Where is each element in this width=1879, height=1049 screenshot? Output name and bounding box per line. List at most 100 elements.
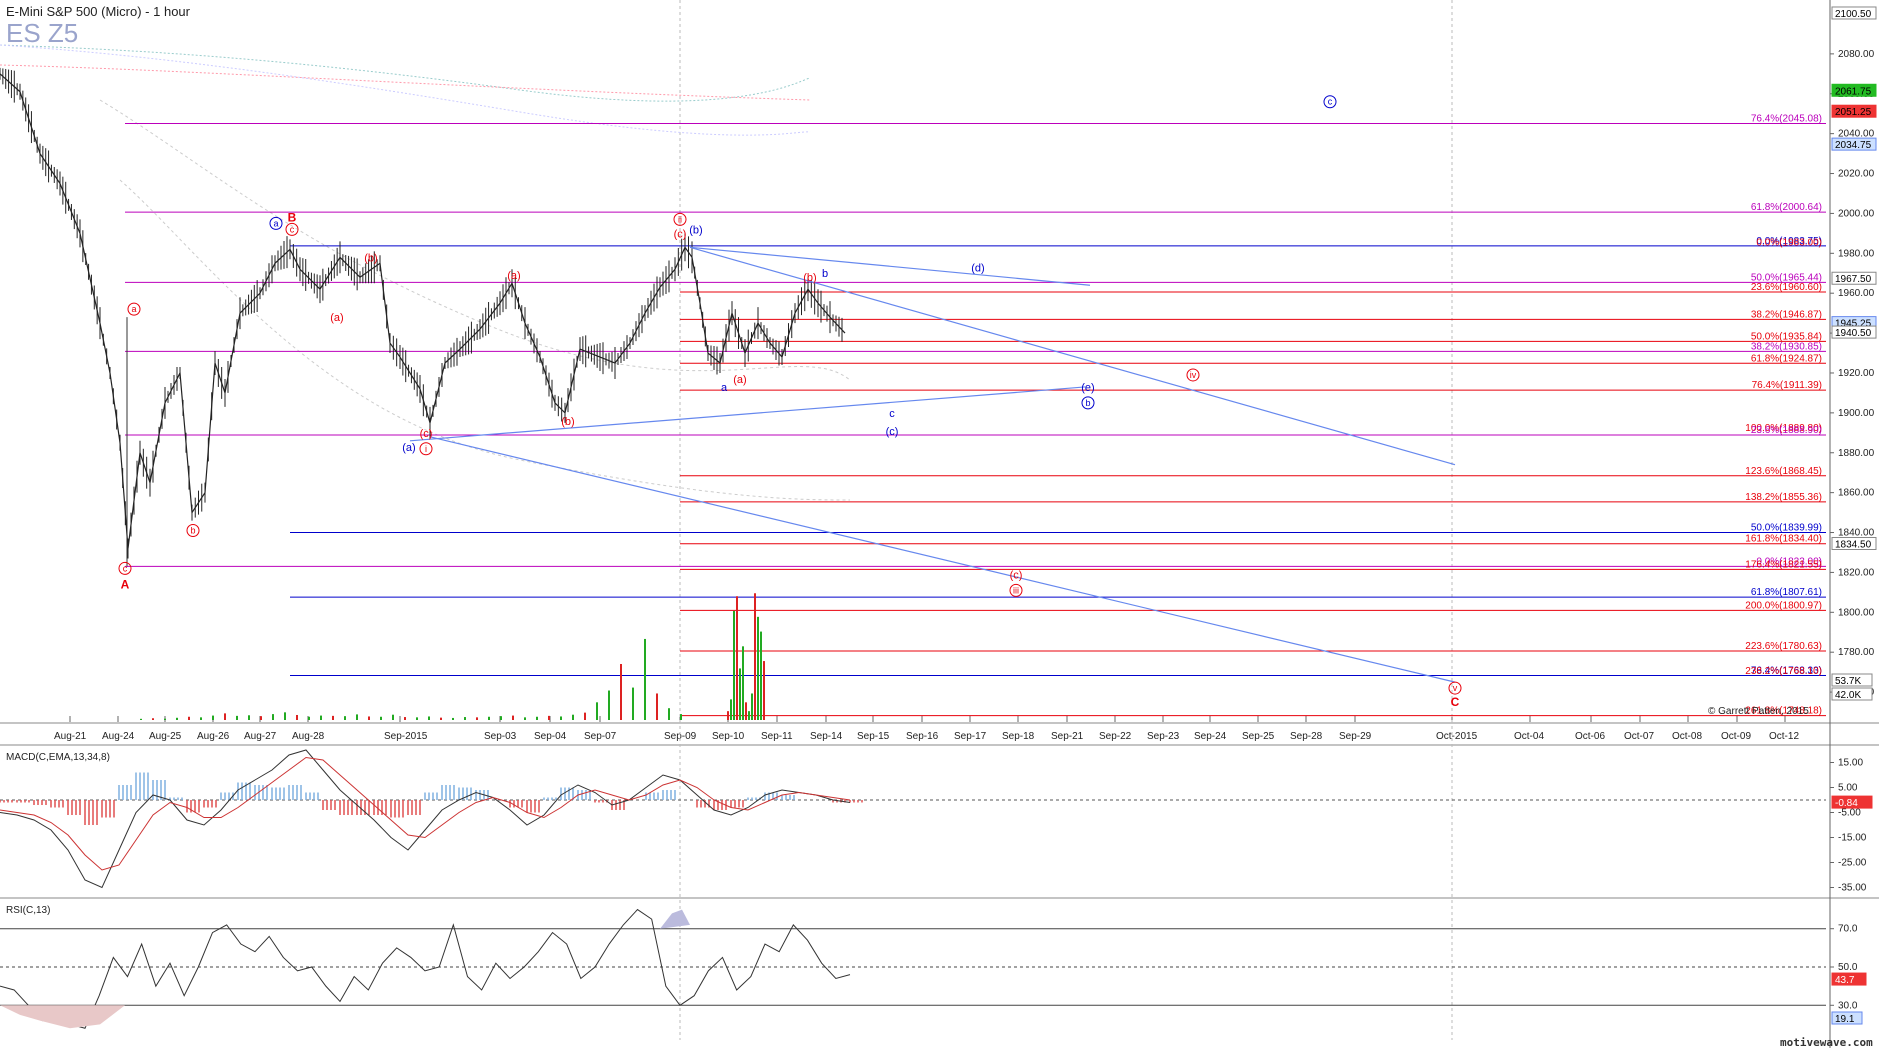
volume-bar <box>584 712 586 720</box>
fib-level-label: 23.6%(1888.90) <box>1751 425 1822 436</box>
fib-level-label: 61.8%(2000.64) <box>1751 202 1822 213</box>
wave-label: (b) <box>803 272 816 284</box>
moving-average-line <box>99 99 851 381</box>
x-tick-label: Sep-03 <box>484 731 517 742</box>
copyright-text: © Garrett Patten, 2015 <box>1708 706 1809 717</box>
wave-label: (c) <box>886 426 899 438</box>
moving-average-line <box>0 64 811 101</box>
x-tick-label: Oct-2015 <box>1436 731 1478 742</box>
fib-level-label: 138.2%(1855.36) <box>1745 492 1822 503</box>
volume-bar <box>440 717 442 720</box>
volume-bar <box>164 718 166 720</box>
volume-bar <box>536 716 538 720</box>
fib-level-label: 200.0%(1800.97) <box>1745 600 1822 611</box>
wave-label: v <box>1453 683 1458 693</box>
x-tick-label: Sep-04 <box>534 731 567 742</box>
x-tick-label: Sep-07 <box>584 731 617 742</box>
volume-bar <box>757 616 759 720</box>
rsi-tick-label: 70.0 <box>1838 924 1858 935</box>
volume-bar <box>748 711 750 720</box>
wave-label-circle <box>127 302 141 316</box>
wave-label-circle <box>269 216 283 230</box>
wave-label-circle <box>673 212 687 226</box>
price-flag <box>1831 271 1877 285</box>
volume-bar <box>236 715 238 720</box>
wave-label: (c) <box>674 228 687 240</box>
volume-bar <box>380 716 382 720</box>
x-tick-label: Sep-09 <box>664 731 697 742</box>
x-tick-label: Sep-18 <box>1002 731 1035 742</box>
volume-bar <box>727 711 729 720</box>
volume-flag <box>1831 687 1873 701</box>
price-flag-label: 1945.25 <box>1835 319 1872 330</box>
fib-level-label: 38.2%(1946.87) <box>1751 309 1822 320</box>
x-tick-label: Aug-21 <box>54 731 87 742</box>
y-tick-label: 1900.00 <box>1838 408 1875 419</box>
macd-tick-label: -25.00 <box>1838 858 1867 869</box>
volume-bar <box>733 610 735 720</box>
price-flag-label: 2100.50 <box>1835 9 1872 20</box>
wave-label-circle <box>1009 583 1023 597</box>
wave-label: a <box>131 304 136 314</box>
y-tick-label: 1920.00 <box>1838 368 1875 379</box>
wave-label: (a) <box>402 442 415 454</box>
fib-level-label: 50.0%(1935.84) <box>1751 331 1822 342</box>
rsi-tick-label: 30.0 <box>1838 1000 1858 1011</box>
wave-label-circle <box>186 524 200 538</box>
volume-bar <box>745 702 747 720</box>
wave-label: B <box>288 210 297 224</box>
x-tick-label: Sep-16 <box>906 731 939 742</box>
macd-series-line <box>0 749 851 889</box>
price-flag <box>1831 104 1877 118</box>
fib-level-label: 23.6%(1960.60) <box>1751 282 1822 293</box>
brand-logo: motivewave.com <box>1780 1036 1873 1049</box>
wave-label: a <box>721 382 728 394</box>
wave-label: (a) <box>330 312 343 324</box>
x-tick-label: Sep-23 <box>1147 731 1180 742</box>
volume-bar <box>644 638 646 720</box>
volume-flag-label: 42.0K <box>1835 690 1861 701</box>
wave-label: (b) <box>689 224 702 236</box>
moving-average-line <box>119 179 851 501</box>
volume-bar <box>248 715 250 720</box>
volume-bar <box>736 596 738 720</box>
volume-bar <box>656 693 658 720</box>
wave-label: b <box>1085 398 1090 408</box>
volume-bar <box>754 593 756 720</box>
price-flag-label: 1940.50 <box>1835 328 1872 339</box>
trend-line <box>409 386 1086 442</box>
volume-bar <box>760 631 762 720</box>
fib-level-label: 161.8%(1834.40) <box>1745 534 1822 545</box>
fib-level-label: 76.4%(1911.39) <box>1752 380 1822 391</box>
wave-label-circle <box>1081 396 1095 410</box>
volume-bar <box>272 714 274 720</box>
wave-label-circle <box>118 561 132 575</box>
rsi-value-flag <box>1831 972 1867 986</box>
fib-level-label: 38.2%(1930.85) <box>1751 341 1822 352</box>
volume-flag-label: 53.7K <box>1835 676 1861 687</box>
x-tick-label: Aug-25 <box>149 731 182 742</box>
volume-bar <box>296 714 298 720</box>
y-tick-label: 1840.00 <box>1838 528 1875 539</box>
fib-level-label: 0.0%(1823.00) <box>1756 556 1822 567</box>
volume-bar <box>140 718 142 720</box>
wave-label-circle <box>285 222 299 236</box>
fib-level-label: 50.0%(1965.44) <box>1751 272 1822 283</box>
wave-label: i <box>425 444 427 454</box>
x-tick-label: Sep-14 <box>810 731 843 742</box>
wave-label: (c) <box>1010 569 1023 581</box>
volume-bar <box>188 716 190 720</box>
macd-tick-label: 15.00 <box>1838 758 1863 769</box>
y-tick-label: 1960.00 <box>1838 288 1875 299</box>
rsi-tick-label: 50.0 <box>1838 962 1858 973</box>
volume-bar <box>742 646 744 720</box>
wave-label: c <box>123 563 128 573</box>
macd-tick-label: 5.00 <box>1838 783 1858 794</box>
price-flag <box>1831 83 1877 97</box>
fib-level-label: 50.0%(1839.99) <box>1751 523 1822 534</box>
wave-label: c <box>889 408 895 420</box>
price-flag-label: 1967.50 <box>1835 274 1872 285</box>
volume-bar <box>464 717 466 720</box>
